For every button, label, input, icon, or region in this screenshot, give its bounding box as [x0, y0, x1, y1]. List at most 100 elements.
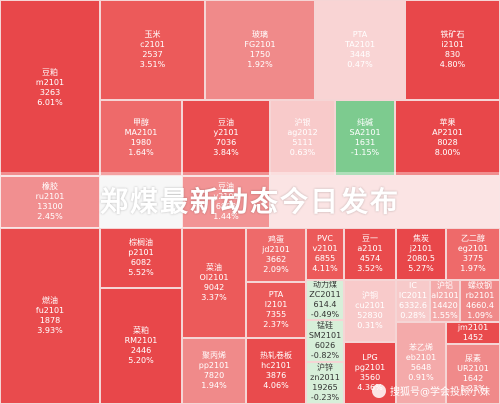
tile-change: 1.97% [460, 264, 486, 273]
tile-ag[interactable]: 沪银 ag2012 5111 0.63% [270, 100, 335, 176]
tile-price: 4660.4 [466, 301, 494, 310]
tile-hc[interactable]: 热轧卷板 hc2101 3876 4.06% [246, 338, 306, 404]
tile-price: 830 [444, 50, 461, 59]
tile-name: 玉米 [144, 30, 161, 39]
tile-sa[interactable]: 纯碱 SA2101 1631 -1.15% [335, 100, 395, 176]
tile-code: eb2101 [405, 353, 437, 362]
tile-change: 1.64% [128, 148, 154, 157]
tile-ta[interactable]: PTA TA2101 3448 0.47% [315, 0, 405, 100]
tile-zn[interactable]: 沪锌 zn2011 19265 -0.23% [306, 362, 344, 404]
tile-price: 2446 [130, 346, 152, 355]
tile-fu[interactable]: 燃油 fu2101 1878 3.93% [0, 228, 100, 404]
tile-name: 豆粕 [42, 68, 58, 77]
tile-eg[interactable]: 乙二醇 eg2101 3775 1.97% [446, 228, 500, 280]
tile-name: 橡胶 [42, 182, 58, 191]
tile-code: pp2101 [198, 361, 230, 370]
tile-name: 沪锌 [317, 363, 333, 372]
tile-a[interactable]: 豆一 a2101 4574 3.52% [344, 228, 396, 280]
tile-change: 0.28% [400, 311, 426, 320]
tile-code: a2101 [357, 244, 383, 253]
tile-ru[interactable]: 橡胶 ru2101 13100 2.45% [0, 176, 100, 228]
tile-name: 沪银 [294, 118, 311, 127]
tile-code: jm2101 [457, 323, 489, 332]
tile-code: p2101 [128, 248, 154, 257]
tile-i[interactable]: 铁矿石 i2101 830 4.80% [405, 0, 500, 100]
tile-code: j2101 [409, 244, 433, 253]
tile-l[interactable]: PTA l2101 7355 2.37% [246, 282, 306, 338]
tile-rm[interactable]: 菜粕 RM2101 2446 5.20% [100, 288, 182, 404]
tile-code: ag2012 [287, 128, 318, 137]
tile-change: 8.00% [434, 148, 461, 157]
tile-code: jd2101 [262, 245, 290, 254]
tile-price: 13100 [37, 202, 63, 211]
tile-price: 3662 [265, 255, 287, 264]
tile-change: 3.51% [139, 60, 166, 69]
tile-price: 6855 [314, 254, 336, 263]
tile-rb[interactable]: 螺纹钢 rb2101 4660.4 1.09% [460, 280, 500, 322]
tile-change: 0.47% [347, 60, 373, 69]
tile-price: 2537 [142, 50, 163, 59]
tile-code: SA2101 [349, 128, 381, 137]
tile-sm[interactable]: 锰硅 SM2101 6026 -0.82% [306, 320, 344, 362]
tile-j[interactable]: 焦炭 j2101 2080.5 5.27% [396, 228, 446, 280]
tile-fg[interactable]: 玻璃 FG2101 1750 1.92% [205, 0, 315, 100]
tile-name: 螺纹钢 [468, 281, 492, 290]
tile-change: 1.92% [247, 60, 273, 69]
tile-code: cu2101 [355, 301, 385, 310]
tile-price: 1452 [462, 333, 484, 342]
tile-ic[interactable]: IC IC2011 6332.6 0.28% [396, 280, 430, 322]
tile-pp[interactable]: 聚丙烯 pp2101 7820 1.94% [182, 338, 246, 404]
tile-m[interactable]: 豆粕 m2101 3263 6.01% [0, 0, 100, 176]
tile-name: 聚丙烯 [202, 351, 226, 360]
tile-ap[interactable]: 苹果 AP2101 8028 8.00% [395, 100, 500, 176]
tile-c[interactable]: 玉米 c2101 2537 3.51% [100, 0, 205, 100]
tile-price: 3263 [39, 88, 61, 97]
tile-oi[interactable]: 菜油 OI2101 9042 3.37% [182, 228, 246, 338]
tile-name: 纯碱 [357, 118, 373, 127]
tile-change: 1.94% [201, 381, 227, 390]
tile-name: 沪铝 [437, 281, 453, 290]
tile-change: 1.55% [432, 311, 458, 320]
tile-price: 1631 [354, 138, 376, 147]
tile-name: 鸡蛋 [268, 235, 284, 244]
tile-ma[interactable]: 甲醇 MA2101 1980 1.64% [100, 100, 182, 176]
tile-y[interactable]: 豆油 y2101 7036 3.84% [182, 100, 270, 176]
tile-name: 豆一 [362, 234, 378, 243]
tile-jd[interactable]: 鸡蛋 jd2101 3662 2.09% [246, 228, 306, 282]
tile-eb[interactable]: 苯乙烯 eb2101 5648 0.91% [396, 322, 446, 404]
tile-change: 4.80% [439, 60, 466, 69]
tile-name: 甲醇 [133, 118, 149, 127]
tile-name: 铁矿石 [440, 30, 465, 39]
tile-name: 苯乙烯 [409, 343, 433, 352]
tile-jm[interactable]: 焦煤jm210114523.48% [446, 322, 500, 344]
tile-misc[interactable] [270, 176, 500, 228]
tile-name: 焦炭 [413, 234, 429, 243]
tile-pg[interactable]: LPG pg2101 3560 4.36% [344, 342, 396, 404]
tile-name: 锰硅 [317, 321, 333, 330]
tile-name: 菜油 [206, 263, 222, 272]
tile-name: 玻璃 [252, 30, 268, 39]
tile-change: 3.52% [357, 264, 383, 273]
tile-code: hc2101 [261, 361, 291, 370]
tile-price: 52830 [357, 311, 383, 320]
tile-zc[interactable]: 动力煤 ZC2011 614.4 -0.49% [306, 280, 344, 320]
tile-change: -0.82% [310, 351, 340, 360]
tile-al[interactable]: 沪铝 al2101 14420 1.55% [430, 280, 460, 322]
tile-price: 1642 [462, 374, 484, 383]
tile-change: 6.01% [37, 98, 63, 107]
tile-pvc[interactable]: PVC v2101 6855 4.11% [306, 228, 344, 280]
tile-p[interactable]: 棕榈油 p2101 6082 5.52% [100, 228, 182, 288]
tile-change: -1.15% [350, 148, 380, 157]
banner-title: 郑煤最新动态今日发布 [99, 185, 400, 218]
tile-y2[interactable]: 豆油 y2101 6898 1.44% [182, 176, 270, 228]
tile-price: 9042 [203, 283, 225, 292]
tile-change: 3.37% [201, 293, 227, 302]
tile-price: 6082 [130, 258, 152, 267]
tile-change: 4.36% [357, 383, 383, 392]
tile-cu[interactable]: 沪铜 cu2101 52830 0.31% [344, 280, 396, 342]
tile-change: 3.84% [213, 148, 239, 157]
tile-price: 4574 [359, 254, 381, 263]
sohu-logo-icon [372, 383, 386, 398]
tile-code: SM2101 [308, 331, 342, 340]
